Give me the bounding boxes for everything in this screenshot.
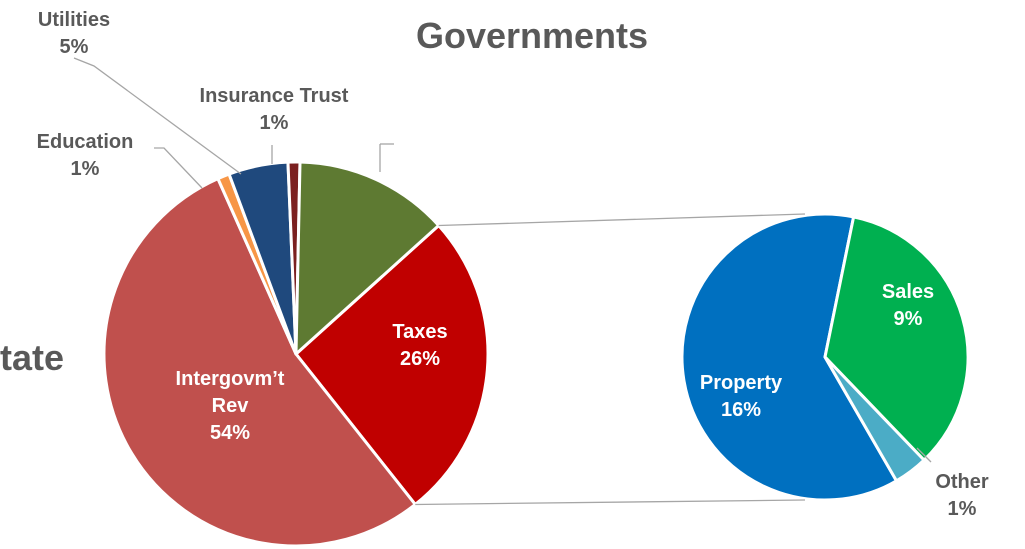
leader-line-education [154,147,203,189]
chart-title: Governments [416,15,648,56]
secondary-slice-sales [823,215,970,462]
secondary-pie [680,212,970,502]
leader-line-utilities [73,57,242,175]
main-slice-unlabeled [294,160,441,356]
leader-lines [73,57,932,463]
connector-top [438,213,806,227]
main-label-insurance-trust: Insurance Trust 1% [200,85,349,134]
data-labels: Taxes 26% Intergovm’t Rev 54% Education 1% Util… [37,9,989,520]
secondary-label-other: Other 1% [935,471,989,520]
secondary-slice-property [680,212,898,502]
main-pie [102,160,490,548]
secondary-label-sales: Sales 9% [882,281,934,330]
secondary-label-property: Property 16% [700,372,783,421]
side-title: tate [0,337,64,378]
main-label-utilities: Utilities 5% [38,9,110,58]
main-label-intergovm-t-rev: Intergovm’t Rev 54% [176,368,285,444]
main-slice-intergovm-t-rev [102,177,417,548]
secondary-slice-other [823,355,926,483]
main-label-taxes: Taxes 26% [392,321,447,370]
connector-bottom [415,499,806,506]
main-slice-taxes [294,224,490,506]
main-label-education: Education 1% [37,131,134,180]
pie-connectors [415,213,806,506]
leader-line-other [916,447,932,463]
